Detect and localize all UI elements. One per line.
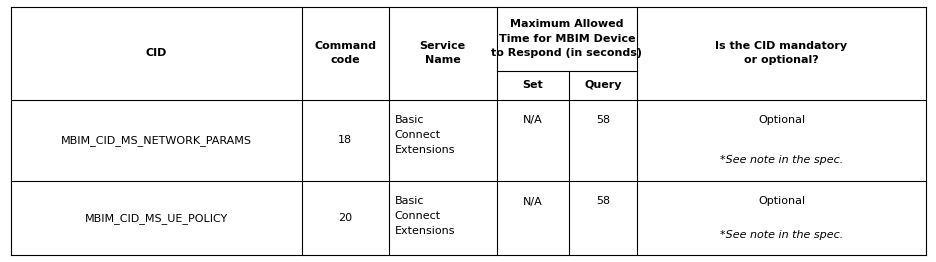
Text: CID: CID <box>146 48 167 58</box>
Text: Optional: Optional <box>757 115 804 125</box>
Text: MBIM_CID_MS_UE_POLICY: MBIM_CID_MS_UE_POLICY <box>85 213 227 223</box>
Text: Command
code: Command code <box>314 41 376 66</box>
Text: Maximum Allowed
Time for MBIM Device
to Respond (in seconds): Maximum Allowed Time for MBIM Device to … <box>490 19 642 58</box>
Text: 58: 58 <box>595 115 609 125</box>
Text: Set: Set <box>521 80 543 90</box>
Text: Optional: Optional <box>757 196 804 206</box>
Text: *See note in the spec.: *See note in the spec. <box>719 155 842 165</box>
Text: 20: 20 <box>338 213 352 223</box>
Text: Basic
Connect
Extensions: Basic Connect Extensions <box>394 196 455 236</box>
Text: Query: Query <box>583 80 622 90</box>
Text: N/A: N/A <box>522 115 542 125</box>
Text: 58: 58 <box>595 196 609 206</box>
Text: Basic
Connect
Extensions: Basic Connect Extensions <box>394 115 455 155</box>
Text: *See note in the spec.: *See note in the spec. <box>719 230 842 240</box>
Text: Service
Name: Service Name <box>419 41 465 66</box>
Text: Is the CID mandatory
or optional?: Is the CID mandatory or optional? <box>714 41 847 66</box>
Text: MBIM_CID_MS_NETWORK_PARAMS: MBIM_CID_MS_NETWORK_PARAMS <box>61 135 252 146</box>
Text: N/A: N/A <box>522 196 542 206</box>
Text: 18: 18 <box>338 135 352 145</box>
